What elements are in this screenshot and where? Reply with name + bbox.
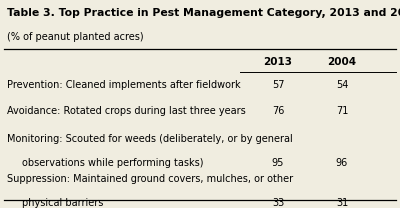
Text: 54: 54 <box>336 80 348 90</box>
Text: Suppression: Maintained ground covers, mulches, or other: Suppression: Maintained ground covers, m… <box>7 174 293 184</box>
Text: 96: 96 <box>336 158 348 168</box>
Text: Avoidance: Rotated crops during last three years: Avoidance: Rotated crops during last thr… <box>7 106 246 116</box>
Text: 71: 71 <box>336 106 348 116</box>
Text: physical barriers: physical barriers <box>22 198 103 208</box>
Text: Monitoring: Scouted for weeds (deliberately, or by general: Monitoring: Scouted for weeds (deliberat… <box>7 134 293 144</box>
Text: 33: 33 <box>272 198 284 208</box>
Text: 95: 95 <box>272 158 284 168</box>
Text: 2004: 2004 <box>328 57 356 67</box>
Text: 2013: 2013 <box>264 57 292 67</box>
Text: Table 3. Top Practice in Pest Management Category, 2013 and 2004: Table 3. Top Practice in Pest Management… <box>7 8 400 18</box>
Text: 31: 31 <box>336 198 348 208</box>
Text: Prevention: Cleaned implements after fieldwork: Prevention: Cleaned implements after fie… <box>7 80 241 90</box>
Text: observations while performing tasks): observations while performing tasks) <box>22 158 204 168</box>
Text: 76: 76 <box>272 106 284 116</box>
Text: (% of peanut planted acres): (% of peanut planted acres) <box>7 32 144 42</box>
Text: 57: 57 <box>272 80 284 90</box>
